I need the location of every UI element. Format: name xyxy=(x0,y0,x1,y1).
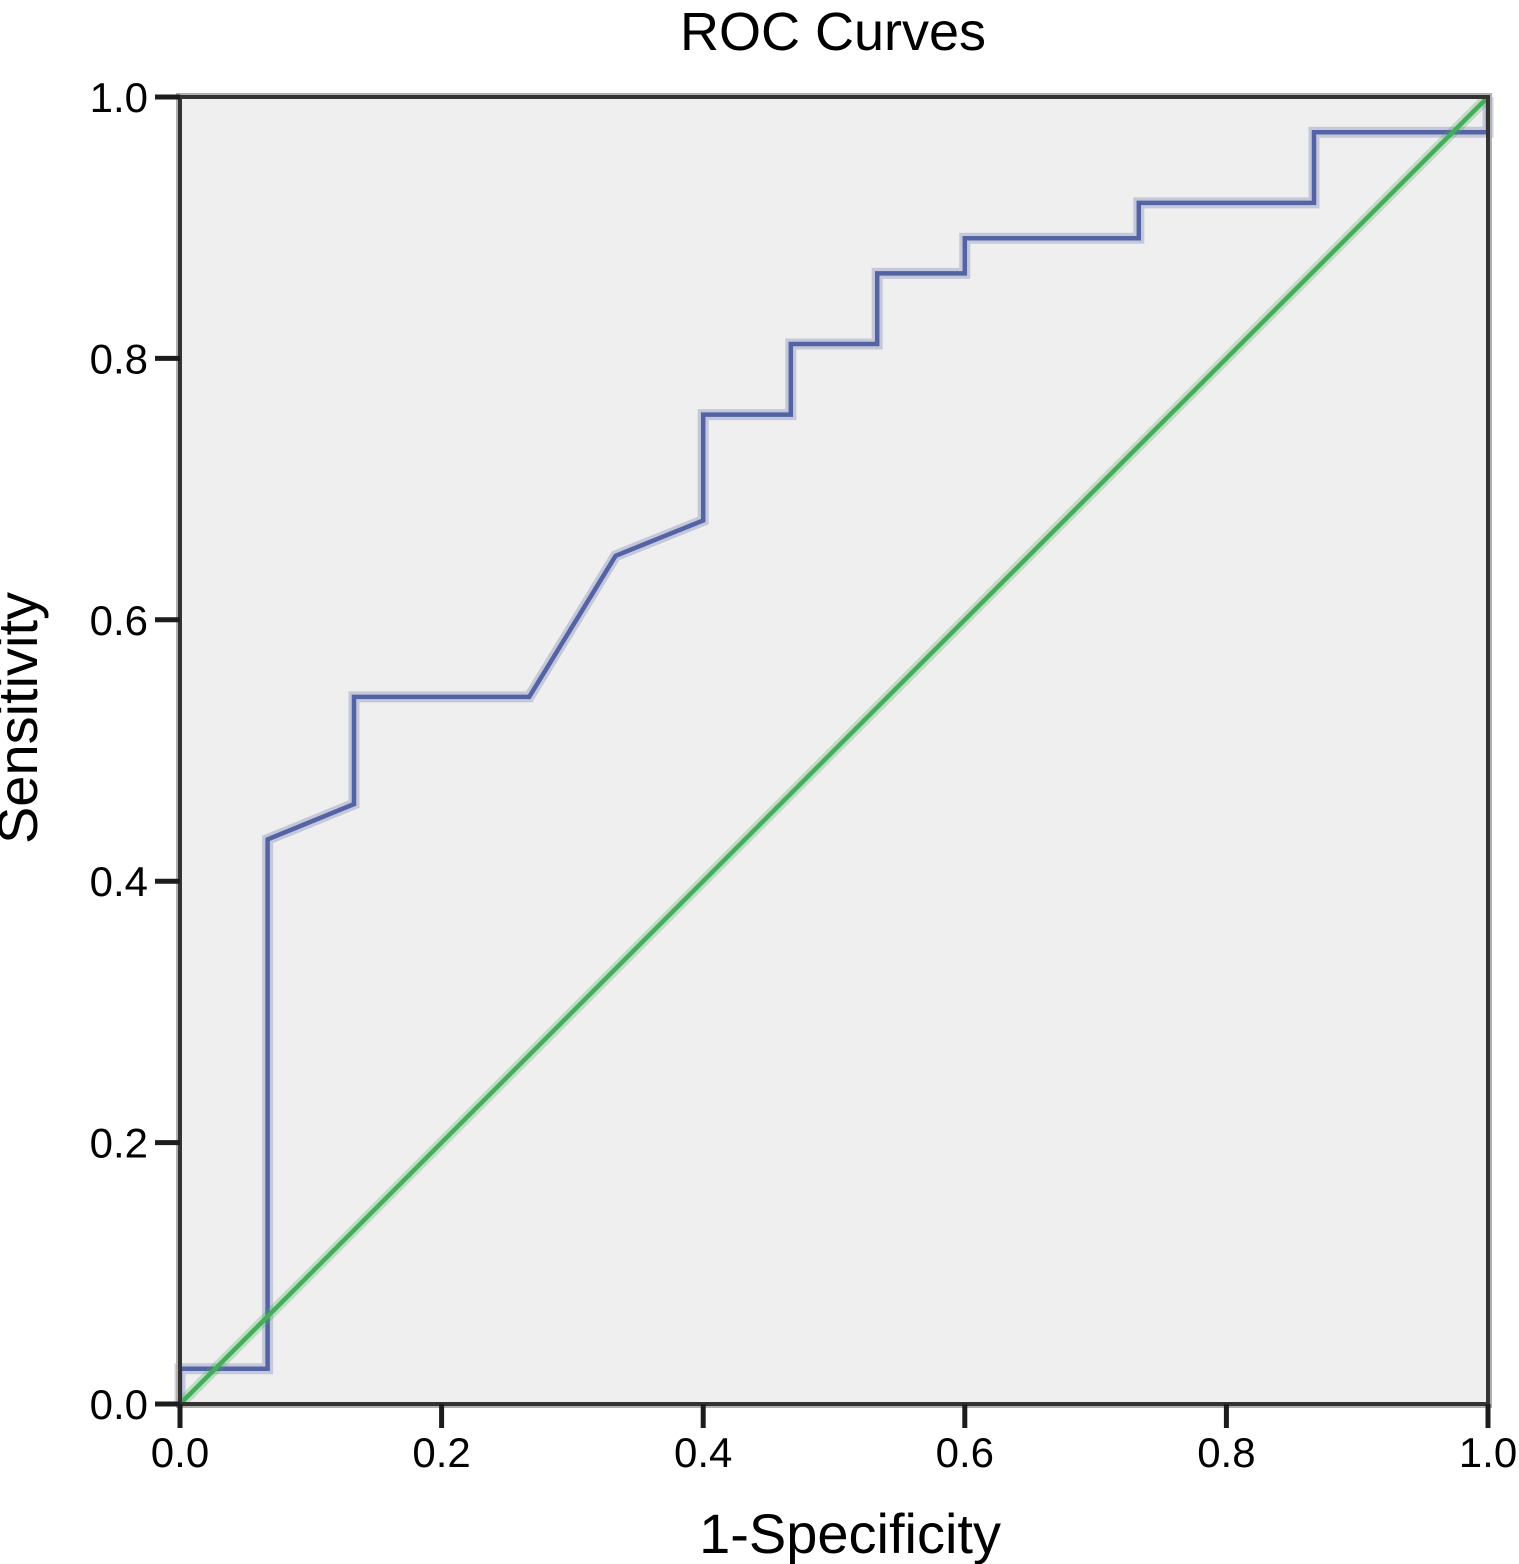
roc-curve-line xyxy=(177,97,1491,1404)
y-tick-label: 0.2 xyxy=(90,1120,148,1167)
chart-title: ROC Curves xyxy=(680,2,986,62)
x-tick-label: 1.0 xyxy=(1459,1429,1517,1476)
y-axis-label: Sensitivity xyxy=(0,592,49,844)
y-tick-label: 1.0 xyxy=(90,74,148,121)
x-tick-label: 0.4 xyxy=(674,1429,732,1476)
y-tick-label: 0.4 xyxy=(90,858,148,905)
series-group xyxy=(174,93,1494,1408)
plot-frame-bevel xyxy=(176,93,1492,1408)
x-tick-label: 0.2 xyxy=(412,1429,470,1476)
y-tick-label: 0.6 xyxy=(90,597,148,644)
reference-line-line xyxy=(178,95,1490,1406)
x-axis-label: 1-Specificity xyxy=(699,1502,1001,1564)
x-tick-label: 0.8 xyxy=(1197,1429,1255,1476)
x-tick-label: 0.6 xyxy=(936,1429,994,1476)
x-tick-label: 0.0 xyxy=(151,1429,209,1476)
y-axis-ticks: 0.0 0.2 0.4 0.6 0.8 1.0 xyxy=(90,74,180,1428)
y-tick-label: 0.8 xyxy=(90,335,148,382)
plot-frame xyxy=(178,95,1490,1406)
y-tick-label: 0.0 xyxy=(90,1381,148,1428)
x-axis-ticks: 0.0 0.2 0.4 0.6 0.8 1.0 xyxy=(151,1404,1517,1476)
